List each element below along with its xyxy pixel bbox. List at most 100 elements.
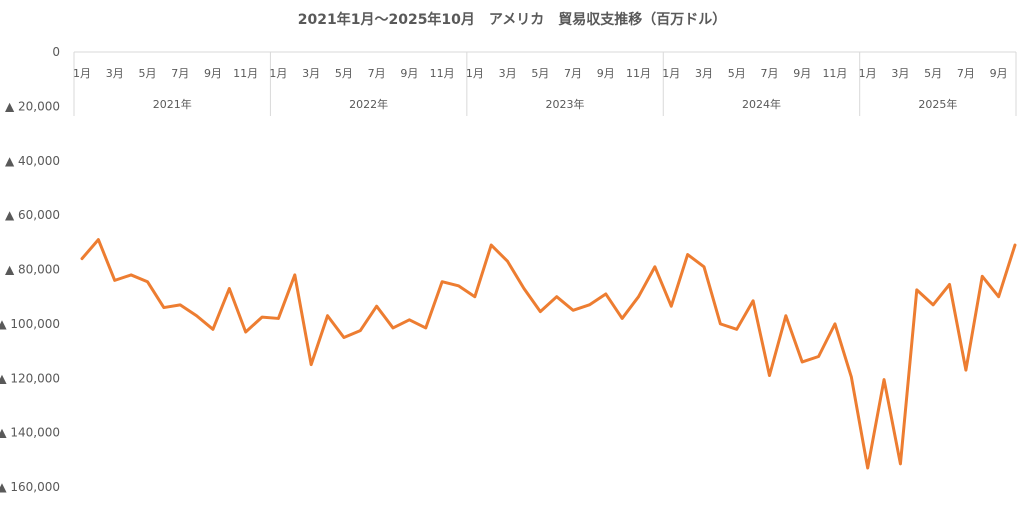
data-point	[588, 303, 591, 307]
chart-title: 2021年1月～2025年10月 アメリカ 貿易収支推移（百万ドル）	[298, 11, 726, 28]
data-point	[637, 295, 640, 298]
year-label: 2022年	[349, 97, 388, 111]
month-tick-label: 5月	[728, 67, 746, 80]
month-tick-label: 9月	[400, 67, 418, 80]
month-tick-label: 3月	[499, 67, 517, 80]
month-tick-label: 7月	[368, 67, 386, 80]
month-tick-label: 9月	[597, 67, 615, 80]
y-tick-label: ▲ 160,000	[0, 480, 60, 494]
data-point	[146, 280, 149, 283]
data-point	[228, 287, 231, 290]
data-point	[408, 318, 411, 321]
data-point	[80, 257, 84, 260]
y-tick-label: ▲ 60,000	[5, 208, 60, 222]
month-tick-label: 7月	[957, 67, 975, 80]
data-point	[964, 368, 968, 372]
data-point	[244, 330, 247, 334]
month-tick-label: 1月	[269, 67, 287, 80]
data-point	[850, 375, 853, 379]
month-tick-label: 9月	[990, 67, 1008, 80]
month-tick-label: 1月	[859, 67, 877, 80]
data-point	[539, 310, 542, 313]
data-point	[391, 326, 395, 330]
month-tick-label: 1月	[662, 67, 680, 80]
month-tick-label: 11月	[233, 67, 258, 80]
data-point	[784, 314, 788, 317]
y-tick-label: ▲ 120,000	[0, 371, 60, 385]
month-tick-label: 7月	[760, 67, 778, 80]
month-tick-label: 3月	[695, 67, 713, 80]
month-tick-label: 5月	[138, 67, 156, 80]
month-tick-label: 9月	[204, 67, 222, 80]
month-tick-label: 3月	[891, 67, 909, 80]
data-point	[473, 295, 477, 298]
month-tick-label: 11月	[822, 67, 847, 80]
data-point	[571, 309, 575, 312]
data-point	[162, 306, 166, 309]
data-point	[751, 299, 755, 302]
data-point	[309, 363, 313, 366]
data-point	[129, 273, 133, 277]
data-point	[653, 265, 657, 268]
month-tick-label: 3月	[302, 67, 320, 80]
data-point	[866, 466, 869, 470]
y-tick-label: ▲ 40,000	[5, 154, 60, 168]
data-point	[899, 462, 902, 466]
data-point	[801, 360, 804, 364]
data-point	[702, 265, 706, 268]
month-tick-label: 5月	[924, 67, 942, 80]
data-point	[490, 243, 493, 247]
month-tick-label: 9月	[793, 67, 811, 80]
data-point	[948, 283, 951, 286]
year-label: 2021年	[153, 97, 192, 111]
data-point	[555, 295, 558, 298]
data-point	[506, 260, 509, 263]
data-point	[735, 328, 738, 331]
data-point	[113, 279, 116, 282]
data-point	[882, 378, 886, 381]
data-point	[260, 315, 264, 319]
month-tick-label: 1月	[73, 67, 91, 80]
data-point	[686, 253, 689, 256]
data-point	[359, 329, 362, 332]
data-point	[342, 336, 346, 339]
data-point	[522, 287, 526, 290]
year-label: 2023年	[546, 97, 585, 111]
data-point	[719, 322, 722, 326]
month-tick-label: 7月	[564, 67, 582, 80]
month-tick-label: 7月	[171, 67, 189, 80]
data-point	[981, 275, 984, 278]
month-tick-label: 5月	[335, 67, 353, 80]
y-tick-label: ▲ 100,000	[0, 317, 60, 331]
y-tick-label: ▲ 20,000	[5, 99, 60, 113]
data-point	[620, 317, 624, 320]
series-line	[80, 238, 1017, 470]
data-point	[768, 374, 771, 377]
series-layer	[80, 238, 1017, 470]
year-label: 2024年	[742, 97, 781, 111]
month-tick-label: 5月	[531, 67, 549, 80]
data-point	[195, 314, 198, 317]
data-point	[424, 326, 427, 330]
data-point	[277, 317, 280, 320]
month-tick-label: 11月	[430, 67, 455, 80]
data-point	[293, 273, 296, 277]
data-point	[670, 305, 673, 308]
year-label: 2025年	[918, 97, 957, 111]
data-point	[211, 328, 215, 331]
axis-layer: 0 ▲ 20,000 ▲ 40,000 ▲ 60,000 ▲ 80,000 ▲ 100,0…	[0, 45, 1017, 494]
data-point	[1013, 243, 1017, 247]
data-point	[326, 314, 329, 317]
data-point	[931, 303, 935, 307]
data-point	[997, 295, 1000, 298]
y-tick-label: ▲ 80,000	[5, 263, 60, 277]
data-point	[604, 292, 607, 296]
month-tick-label: 3月	[106, 67, 124, 80]
data-point	[833, 322, 837, 326]
data-point	[457, 284, 460, 288]
data-point	[915, 288, 918, 292]
data-point	[440, 280, 444, 283]
data-point	[97, 238, 100, 241]
y-tick-label: ▲ 140,000	[0, 426, 60, 440]
